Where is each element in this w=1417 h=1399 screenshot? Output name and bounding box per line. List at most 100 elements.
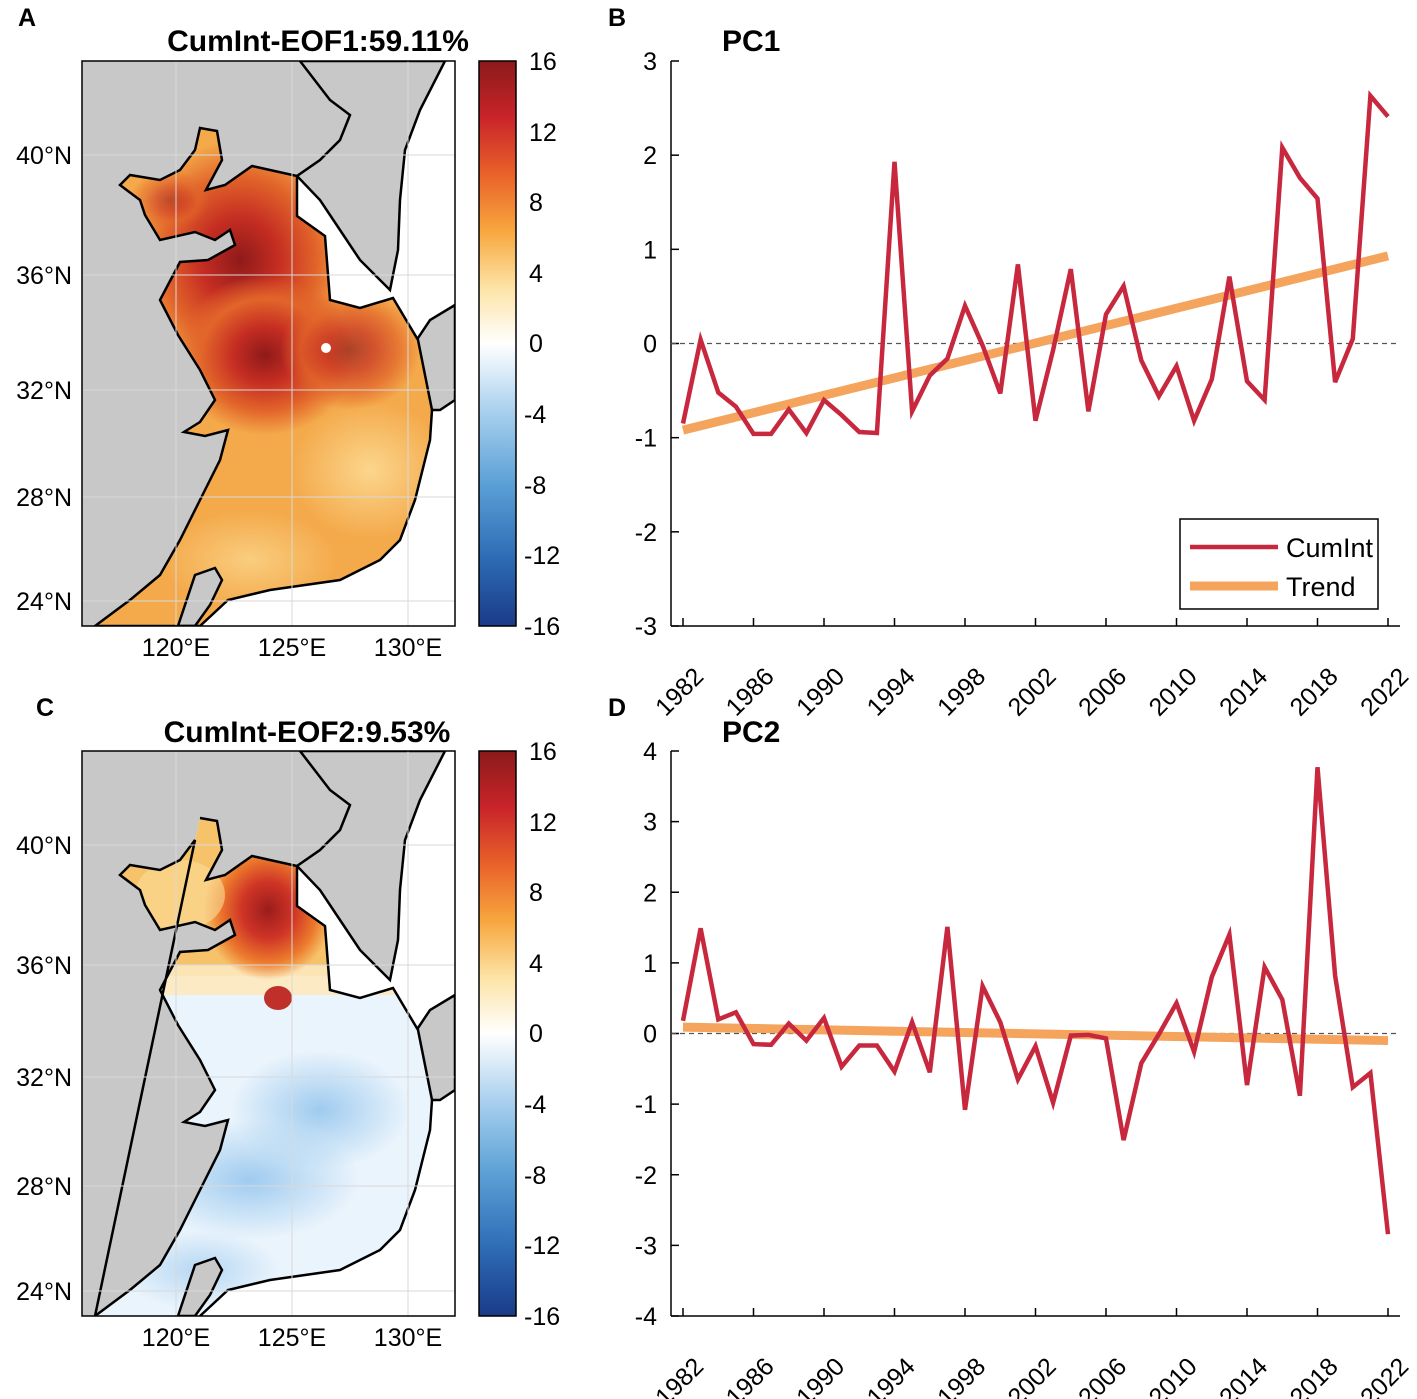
panel-c-letter: C xyxy=(36,694,54,722)
map-a-frame xyxy=(81,60,456,627)
lon-label: 120°E xyxy=(142,1324,210,1352)
map-grid xyxy=(82,61,455,626)
eof1-field xyxy=(95,128,432,626)
y-tick-label: 3 xyxy=(643,809,657,837)
legend-box xyxy=(1179,518,1379,610)
panel-a-title: CumInt-EOF1:59.11% xyxy=(167,25,469,58)
lon-labels: 120°E 125°E 130°E xyxy=(142,634,442,662)
y-tick-label: -2 xyxy=(635,1162,657,1190)
x-tick-label: 2006 xyxy=(1073,662,1132,721)
y-tick-label: 2 xyxy=(643,879,657,907)
lon-label: 125°E xyxy=(258,634,326,662)
x-tick-label: 1998 xyxy=(932,1352,991,1399)
colorbar-tick: 0 xyxy=(529,330,543,358)
coastline xyxy=(93,816,434,1316)
panel-b-letter: B xyxy=(608,4,626,32)
y-tick-label: 2 xyxy=(643,142,657,170)
lat-label: 40°N xyxy=(16,142,72,170)
y-tick-label: 0 xyxy=(643,1021,657,1049)
lat-label: 32°N xyxy=(16,377,72,405)
x-tick-label: 2018 xyxy=(1285,662,1344,721)
lat-label: 28°N xyxy=(16,1173,72,1201)
lat-label: 36°N xyxy=(16,262,72,290)
colorbar-tick: 12 xyxy=(529,119,557,147)
lon-label: 120°E xyxy=(142,634,210,662)
y-tick-label: -3 xyxy=(635,1232,657,1260)
lat-labels: 40°N 36°N 32°N 28°N 24°N xyxy=(16,142,72,616)
lat-labels: 40°N 36°N 32°N 28°N 24°N xyxy=(16,832,72,1306)
lat-label: 28°N xyxy=(16,484,72,512)
x-tick-label: 1990 xyxy=(791,662,850,721)
colorbar-c: 16 12 8 4 0 -4 -8 -12 -16 xyxy=(478,738,560,1331)
map-a xyxy=(82,61,455,626)
y-tick-label: 0 xyxy=(643,331,657,359)
x-tick-label: 2014 xyxy=(1214,1352,1273,1399)
x-tick-label: 2010 xyxy=(1144,662,1203,721)
colorbar-tick: -8 xyxy=(524,472,546,500)
y-tick-label: -3 xyxy=(635,613,657,641)
pc2-chart: 4 3 2 1 0 -1 -2 -3 -4 1982 1986 1990 1994 1998 2002 200… xyxy=(635,738,1414,1399)
y-tick-label: 4 xyxy=(643,738,657,766)
lat-label: 36°N xyxy=(16,952,72,980)
map-c xyxy=(82,751,455,1316)
legend-trend-label: Trend xyxy=(1286,572,1356,602)
lat-label: 24°N xyxy=(16,588,72,616)
colorbar-tick: -4 xyxy=(524,401,546,429)
lat-label: 32°N xyxy=(16,1064,72,1092)
colorbar-tick: -8 xyxy=(524,1162,546,1190)
map-c-frame xyxy=(81,750,456,1317)
colorbar-tick: 12 xyxy=(529,809,557,837)
legend: CumInt Trend xyxy=(1179,518,1379,610)
map-grid xyxy=(82,751,455,1316)
panel-d-letter: D xyxy=(608,694,626,722)
panel-b-title: PC1 xyxy=(722,25,780,58)
x-tick-label: 2002 xyxy=(1003,1352,1062,1399)
x-tick-label: 1986 xyxy=(721,662,780,721)
y-tick-label: -2 xyxy=(635,519,657,547)
lat-label: 40°N xyxy=(16,832,72,860)
x-tick-label: 2006 xyxy=(1073,1352,1132,1399)
cumint-series-line xyxy=(680,767,1391,1235)
lon-label: 130°E xyxy=(374,1324,442,1352)
lon-label: 130°E xyxy=(374,634,442,662)
colorbar-tick: -12 xyxy=(524,542,560,570)
x-tick-label: 2014 xyxy=(1214,662,1273,721)
panel-c-title: CumInt-EOF2:9.53% xyxy=(164,716,451,749)
x-tick-label: 1994 xyxy=(862,662,921,721)
panel-a-letter: A xyxy=(18,4,36,32)
panel-a: A CumInt-EOF1:59.11% xyxy=(16,4,560,662)
x-tick-label: 2022 xyxy=(1355,662,1414,721)
colorbar-tick: 16 xyxy=(529,738,557,766)
legend-cumint-label: CumInt xyxy=(1286,533,1374,563)
x-tick-label: 2022 xyxy=(1355,1352,1414,1399)
panel-b: B PC1 3 2 1 0 -1 -2 -3 1982 1986 1990 1994 1998 2002… xyxy=(608,4,1414,722)
trend-line xyxy=(682,1022,1389,1046)
colorbar-tick: 4 xyxy=(529,950,543,978)
colorbar-tick: -12 xyxy=(524,1232,560,1260)
lon-label: 125°E xyxy=(258,1324,326,1352)
colorbar-tick: -4 xyxy=(524,1091,546,1119)
panel-d: D PC2 4 3 2 1 0 -1 -2 -3 -4 1982 1986 1990 1994 1998 2… xyxy=(608,694,1414,1399)
colorbar-tick: 8 xyxy=(529,879,543,907)
panel-d-title: PC2 xyxy=(722,716,780,749)
colorbar-tick: -16 xyxy=(524,613,560,641)
y-tick-label: -1 xyxy=(635,425,657,453)
x-tick-label: 1998 xyxy=(932,662,991,721)
x-tick-label: 2002 xyxy=(1003,662,1062,721)
x-tick-label: 1990 xyxy=(791,1352,850,1399)
y-tick-label: -1 xyxy=(635,1091,657,1119)
y-tick-label: 3 xyxy=(643,48,657,76)
colorbar-tick: -16 xyxy=(524,1303,560,1331)
x-tick-label: 1986 xyxy=(721,1352,780,1399)
x-tick-label: 1982 xyxy=(650,662,709,721)
x-tick-label: 1994 xyxy=(862,1352,921,1399)
y-tick-label: 1 xyxy=(643,950,657,978)
y-tick-label: -4 xyxy=(635,1303,657,1331)
taiwan-land xyxy=(176,1256,224,1316)
lat-label: 24°N xyxy=(16,1278,72,1306)
y-tick-label: 1 xyxy=(643,236,657,264)
colorbar-tick: 4 xyxy=(529,260,543,288)
colorbar-tick: 8 xyxy=(529,189,543,217)
